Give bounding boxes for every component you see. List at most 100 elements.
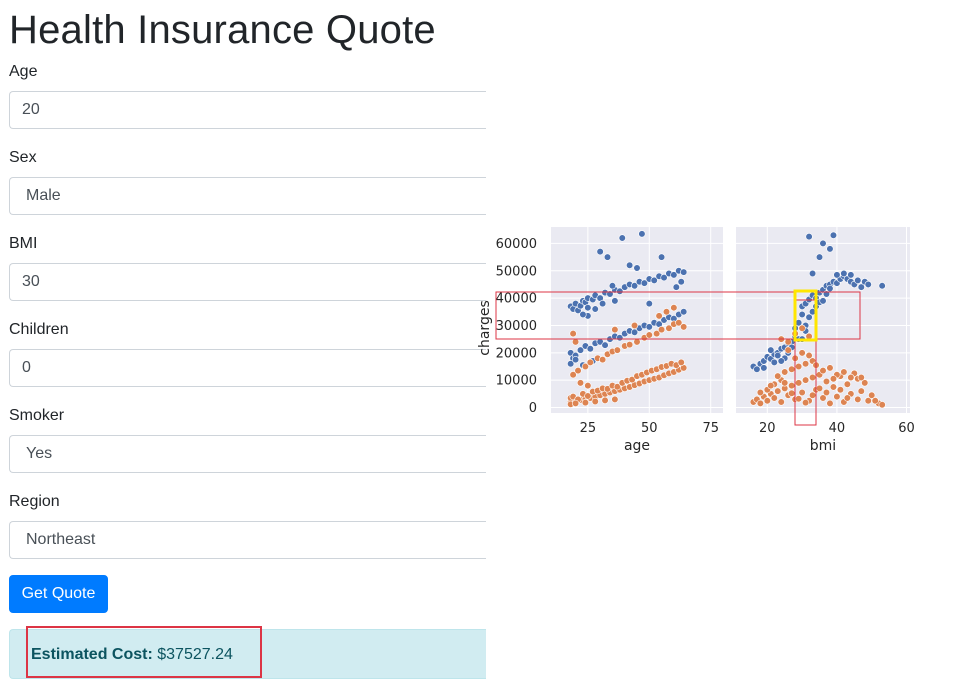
result-value: $37527.24 <box>157 646 233 663</box>
data-point <box>616 287 624 295</box>
data-point <box>878 282 886 290</box>
data-point <box>680 323 688 331</box>
data-point <box>603 253 612 261</box>
data-point <box>576 346 585 354</box>
data-point <box>826 364 834 372</box>
data-point <box>581 362 589 371</box>
children-input[interactable]: 0 <box>9 349 486 387</box>
data-point <box>795 395 803 403</box>
smoker-label: Smoker <box>9 407 65 424</box>
x-tick-label: 40 <box>829 421 846 436</box>
data-point <box>878 401 886 409</box>
data-point <box>770 358 778 366</box>
data-point <box>586 358 594 366</box>
data-point <box>613 383 621 391</box>
data-point <box>599 299 607 308</box>
data-point <box>815 384 824 392</box>
y-tick-label: 0 <box>529 401 537 416</box>
x-axis-label: age <box>624 438 650 454</box>
data-point <box>680 308 688 316</box>
data-point <box>680 268 688 276</box>
data-point <box>777 357 785 365</box>
data-point <box>638 230 646 238</box>
data-point <box>829 383 838 391</box>
data-point <box>819 239 827 248</box>
data-point <box>774 387 782 395</box>
data-point <box>770 394 778 402</box>
data-point <box>630 321 639 330</box>
data-point <box>847 373 855 382</box>
data-point <box>581 399 589 407</box>
bmi-input[interactable]: 30 <box>9 263 486 301</box>
data-point <box>662 308 671 316</box>
data-point <box>774 351 782 360</box>
data-point <box>836 386 845 394</box>
data-point <box>650 276 658 284</box>
data-point <box>829 375 838 383</box>
data-point <box>798 324 806 332</box>
data-point <box>655 312 663 320</box>
age-input[interactable]: 20 <box>9 91 486 129</box>
data-point <box>584 392 592 400</box>
data-point <box>781 368 789 376</box>
data-point <box>822 377 831 386</box>
data-point <box>826 399 834 408</box>
data-point <box>864 280 872 289</box>
data-point <box>756 388 764 397</box>
data-point <box>574 367 582 375</box>
data-point <box>645 299 653 308</box>
data-point <box>611 297 619 305</box>
data-point <box>840 269 848 278</box>
age-field: Age 20 <box>9 62 486 129</box>
data-point <box>571 338 580 346</box>
data-point <box>672 283 680 291</box>
y-tick-label: 20000 <box>496 346 537 361</box>
region-select[interactable]: Northeast <box>9 521 486 559</box>
data-point <box>657 325 666 334</box>
data-point <box>677 278 685 286</box>
highlight-box-band <box>495 291 861 340</box>
data-point <box>586 345 594 353</box>
y-tick-label: 40000 <box>496 292 537 307</box>
sex-select[interactable]: Male <box>9 177 486 215</box>
data-point <box>591 397 599 406</box>
data-point <box>640 279 648 287</box>
data-point <box>788 382 796 390</box>
data-point <box>653 330 661 338</box>
data-point <box>576 379 585 387</box>
data-point <box>633 338 641 346</box>
data-point <box>611 395 619 403</box>
data-point <box>784 346 792 354</box>
data-point <box>645 331 653 339</box>
data-point <box>645 323 653 331</box>
data-point <box>808 269 817 278</box>
data-point <box>760 364 768 372</box>
data-point <box>871 397 879 405</box>
data-point <box>591 305 599 313</box>
data-point <box>584 382 592 390</box>
data-point <box>660 274 668 282</box>
data-point <box>822 388 831 397</box>
data-point <box>802 399 810 407</box>
data-point <box>802 360 810 368</box>
data-point <box>819 367 827 375</box>
smoker-select[interactable]: Yes <box>9 435 486 473</box>
data-point <box>603 385 612 393</box>
data-point <box>805 351 813 360</box>
get-quote-button[interactable]: Get Quote <box>9 575 108 613</box>
data-point <box>798 388 806 397</box>
age-label: Age <box>9 63 38 80</box>
highlight-box-column <box>794 299 817 426</box>
x-tick-label: 60 <box>898 421 915 436</box>
data-point <box>670 304 678 312</box>
data-point <box>763 397 771 405</box>
children-label: Children <box>9 321 69 338</box>
data-point <box>833 271 841 279</box>
data-point <box>788 389 796 397</box>
data-point <box>861 379 869 387</box>
data-point <box>626 341 634 349</box>
data-point <box>756 399 764 408</box>
bmi-label: BMI <box>9 235 38 252</box>
data-point <box>753 365 761 373</box>
data-point <box>843 380 851 388</box>
